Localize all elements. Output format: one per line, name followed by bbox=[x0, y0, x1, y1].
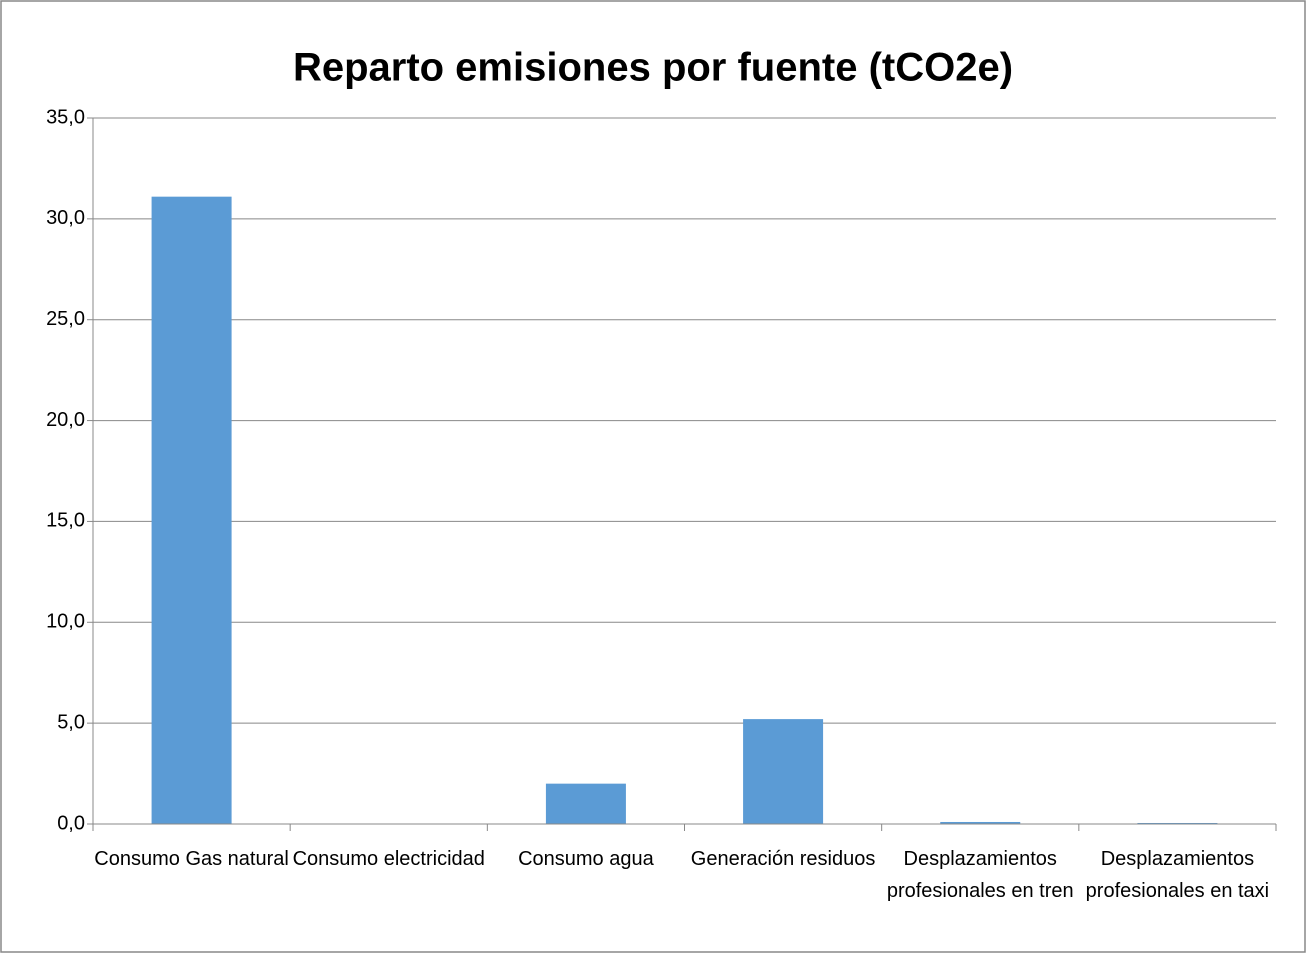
y-tick-label: 10,0 bbox=[46, 611, 85, 633]
x-tick-label: Consumo electricidad bbox=[292, 848, 485, 870]
x-tick-label: Consumo agua bbox=[518, 848, 654, 870]
y-tick-label: 35,0 bbox=[46, 106, 85, 128]
bar bbox=[545, 783, 626, 824]
chart-title: Reparto emisiones por fuente (tCO2e) bbox=[293, 46, 1013, 90]
x-tick-label: Desplazamientos profesionales en tren bbox=[886, 848, 1074, 902]
x-tick-label: Consumo Gas natural bbox=[94, 848, 289, 870]
x-tick-label: Generación residuos bbox=[690, 848, 876, 870]
y-tick-label: 5,0 bbox=[57, 711, 85, 733]
y-tick-label: 0,0 bbox=[57, 812, 85, 834]
bar bbox=[151, 196, 232, 824]
x-tick-label: Desplazamientos profesionales en taxi bbox=[1085, 848, 1270, 902]
bar bbox=[743, 719, 824, 824]
y-tick-label: 25,0 bbox=[46, 308, 85, 330]
bar bbox=[940, 821, 1021, 824]
bar bbox=[1137, 822, 1218, 824]
y-tick-label: 15,0 bbox=[46, 510, 85, 532]
y-tick-label: 20,0 bbox=[46, 409, 85, 431]
y-tick-label: 30,0 bbox=[46, 207, 85, 229]
